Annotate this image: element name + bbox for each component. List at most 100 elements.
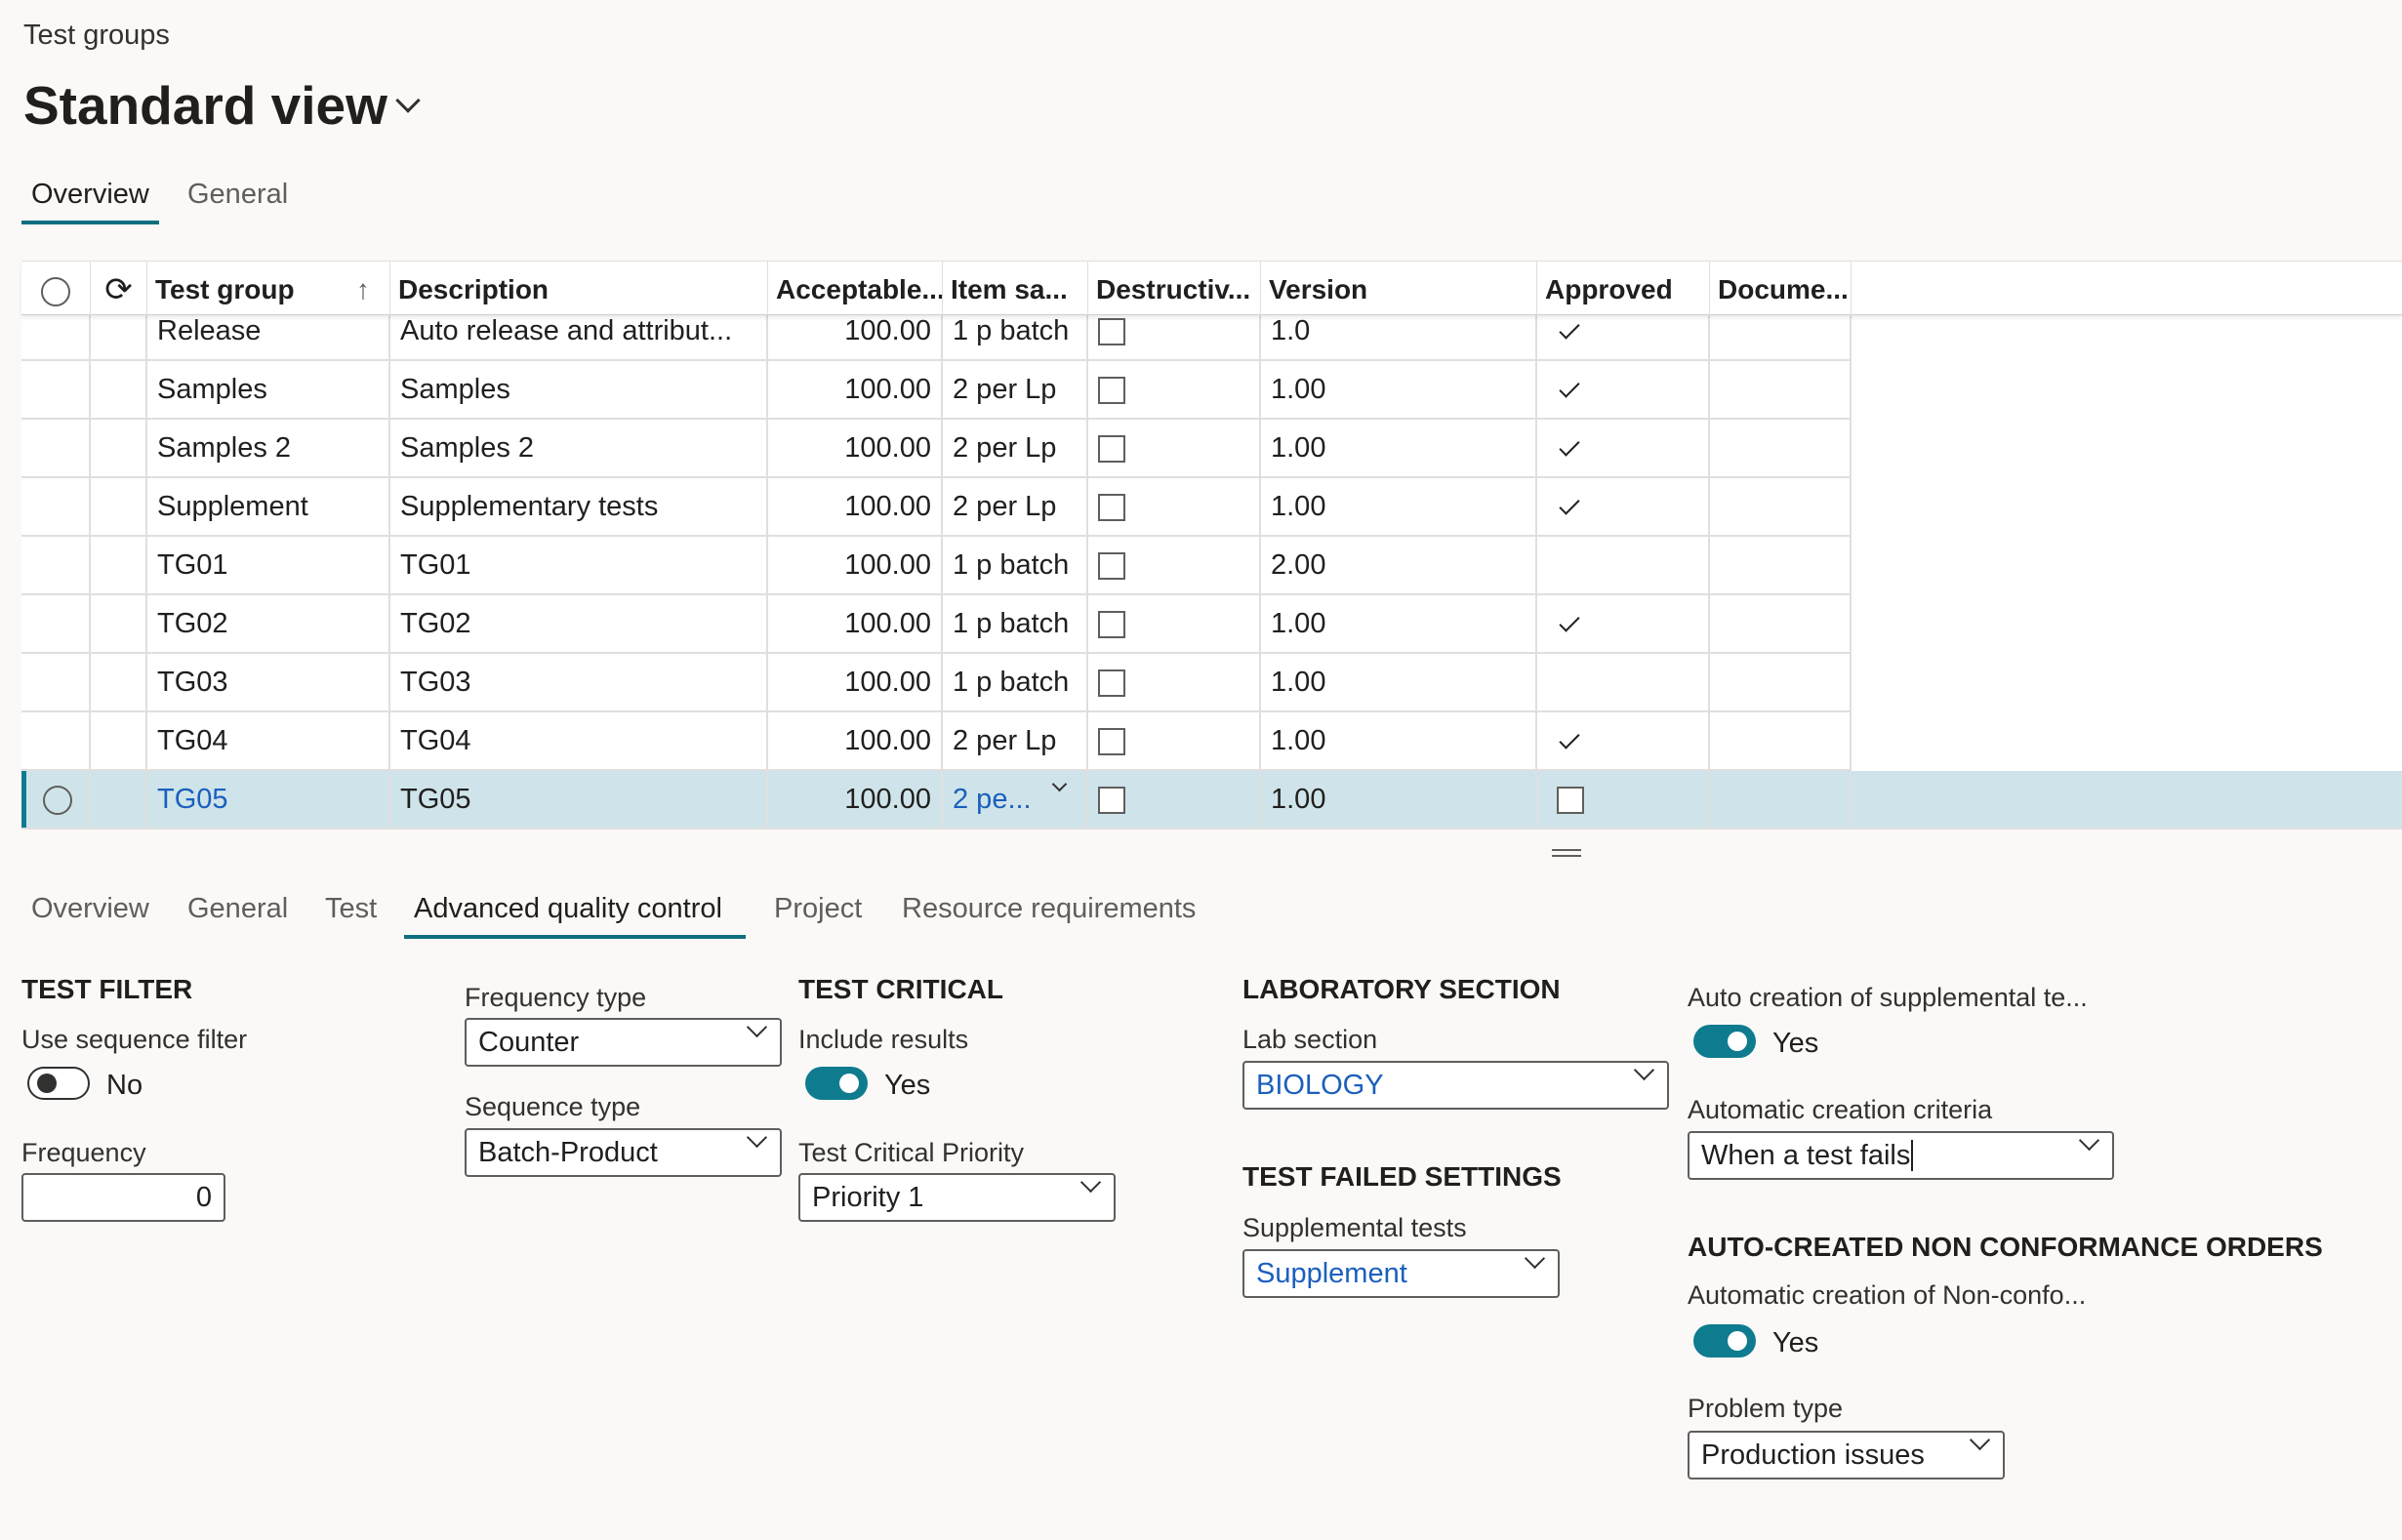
seq-type-select[interactable]: Batch-Product [465, 1126, 782, 1177]
cell [1710, 361, 1852, 418]
group-text[interactable]: Release [157, 315, 262, 346]
refresh-icon[interactable]: ⟳ [91, 262, 147, 315]
detail-tab-project[interactable]: Project [774, 893, 863, 924]
version-text: 1.00 [1271, 608, 1326, 639]
group-text[interactable]: TG03 [157, 667, 228, 698]
row-select-radio[interactable] [43, 786, 72, 816]
table-row[interactable]: TG02 TG02 100.00 1 p batch 1.00 [21, 595, 1852, 654]
table-row[interactable]: TG05 TG05 100.00 2 pe... 1.00 [21, 771, 2402, 830]
version-text: 2.00 [1271, 549, 1326, 581]
destructive-checkbox[interactable] [1098, 552, 1125, 581]
problem-type-select[interactable]: Production issues [1688, 1429, 2005, 1479]
view-selector[interactable]: Standard view [23, 74, 421, 137]
cell-acc: 100.00 [768, 478, 943, 535]
cell-item: 2 per Lp [943, 712, 1088, 769]
freq-type-select[interactable]: Counter [465, 1016, 782, 1067]
frequency-input[interactable]: 0 [21, 1173, 225, 1222]
group-text[interactable]: Samples 2 [157, 432, 292, 464]
desc-text: TG03 [400, 667, 471, 698]
destructive-checkbox[interactable] [1098, 494, 1125, 522]
group-text[interactable]: TG05 [157, 784, 228, 815]
col-test-group[interactable]: Test group ↑ [147, 262, 390, 315]
col-document[interactable]: Docume... [1710, 262, 1852, 315]
select-all-radio[interactable] [21, 262, 91, 315]
destructive-checkbox[interactable] [1098, 318, 1125, 346]
cell [91, 361, 147, 418]
splitter-handle[interactable] [1552, 849, 1581, 857]
cell-version: 1.00 [1261, 420, 1537, 476]
detail-tab-overview[interactable]: Overview [31, 893, 149, 924]
item-text: 2 per Lp [953, 725, 1057, 756]
tab-general[interactable]: General [187, 179, 289, 210]
approved-checkbox[interactable] [1557, 787, 1584, 815]
desc-text: TG01 [400, 549, 471, 581]
table-row[interactable]: TG01 TG01 100.00 1 p batch 2.00 [21, 537, 1852, 595]
cell-destructive [1088, 303, 1261, 359]
ncr-auto-toggle[interactable] [1693, 1324, 1756, 1358]
group-text[interactable]: TG02 [157, 608, 228, 639]
cell-desc: TG02 [390, 595, 768, 652]
seq-type-label: Sequence type [465, 1092, 641, 1121]
destructive-checkbox[interactable] [1098, 377, 1125, 405]
table-row[interactable]: Supplement Supplementary tests 100.00 2 per… [21, 478, 1852, 537]
chevron-down-icon [1524, 1247, 1546, 1270]
destructive-checkbox[interactable] [1098, 728, 1125, 756]
sort-ascending-icon: ↑ [356, 274, 370, 304]
destructive-checkbox[interactable] [1098, 435, 1125, 464]
check-icon [1559, 318, 1580, 340]
supplemental-select[interactable]: Supplement [1242, 1247, 1560, 1298]
table-row[interactable]: Samples Samples 100.00 2 per Lp 1.00 [21, 361, 1852, 420]
seq-filter-label: Use sequence filter [21, 1025, 248, 1054]
chevron-down-icon [1079, 1171, 1102, 1194]
chevron-down-icon [1633, 1059, 1655, 1081]
cell-item: 2 per Lp [943, 420, 1088, 476]
item-text[interactable]: 2 pe... [953, 784, 1032, 815]
col-description[interactable]: Description [390, 262, 768, 315]
group-text[interactable]: Samples [157, 374, 267, 405]
cell-group: TG05 [147, 771, 390, 828]
group-text[interactable]: TG01 [157, 549, 228, 581]
criteria-value: When a test fails [1701, 1140, 1914, 1171]
seq-filter-toggle[interactable] [27, 1067, 90, 1100]
criteria-label: Automatic creation criteria [1688, 1095, 1993, 1124]
priority-select[interactable]: Priority 1 [798, 1171, 1116, 1222]
detail-tab-test[interactable]: Test [325, 893, 378, 924]
lab-section-select[interactable]: BIOLOGY [1242, 1059, 1669, 1110]
cell-acc: 100.00 [768, 712, 943, 769]
cell-destructive [1088, 595, 1261, 652]
col-approved[interactable]: Approved [1537, 262, 1710, 315]
cell-approved [1537, 595, 1710, 652]
include-results-toggle[interactable] [805, 1067, 868, 1100]
detail-tab-advanced-quality-control[interactable]: Advanced quality control [414, 893, 722, 924]
col-version[interactable]: Version [1261, 262, 1537, 315]
supplemental-value: Supplement [1256, 1258, 1407, 1289]
cell-version: 1.0 [1261, 303, 1537, 359]
ncr-auto-label: Automatic creation of Non-confo... [1688, 1280, 2087, 1310]
col-acceptable[interactable]: Acceptable... [768, 262, 943, 315]
auto-supp-toggle[interactable] [1693, 1025, 1756, 1058]
destructive-checkbox[interactable] [1098, 669, 1125, 698]
group-text[interactable]: Supplement [157, 491, 308, 522]
table-row[interactable]: Release Auto release and attribut... 100.0… [21, 303, 1852, 361]
criteria-select[interactable]: When a test fails [1688, 1129, 2114, 1180]
table-row[interactable]: TG03 TG03 100.00 1 p batch 1.00 [21, 654, 1852, 712]
detail-tab-general[interactable]: General [187, 893, 289, 924]
cell-desc: Supplementary tests [390, 478, 768, 535]
table-row[interactable]: TG04 TG04 100.00 2 per Lp 1.00 [21, 712, 1852, 771]
destructive-checkbox[interactable] [1098, 611, 1125, 639]
col-destructive[interactable]: Destructiv... [1088, 262, 1261, 315]
seq-filter-value: No [106, 1070, 143, 1101]
tab-overview[interactable]: Overview [31, 179, 149, 210]
group-text[interactable]: TG04 [157, 725, 228, 756]
lab-heading: LABORATORY SECTION [1242, 974, 1561, 1004]
table-row[interactable]: Samples 2 Samples 2 100.00 2 per Lp 1.00 [21, 420, 1852, 478]
active-tab-underline [404, 935, 746, 939]
cell-desc: Samples [390, 361, 768, 418]
destructive-checkbox[interactable] [1098, 787, 1125, 815]
cell-version: 1.00 [1261, 654, 1537, 710]
detail-tab-resource-requirements[interactable]: Resource requirements [902, 893, 1197, 924]
active-tab-underline [21, 221, 159, 224]
desc-text: Samples [400, 374, 510, 405]
cell-group: Samples [147, 361, 390, 418]
col-item-sampling[interactable]: Item sa... [943, 262, 1088, 315]
